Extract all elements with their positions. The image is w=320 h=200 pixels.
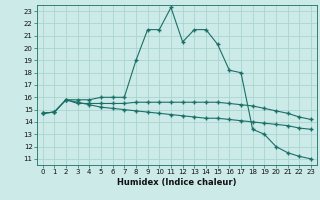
X-axis label: Humidex (Indice chaleur): Humidex (Indice chaleur) [117, 178, 236, 187]
